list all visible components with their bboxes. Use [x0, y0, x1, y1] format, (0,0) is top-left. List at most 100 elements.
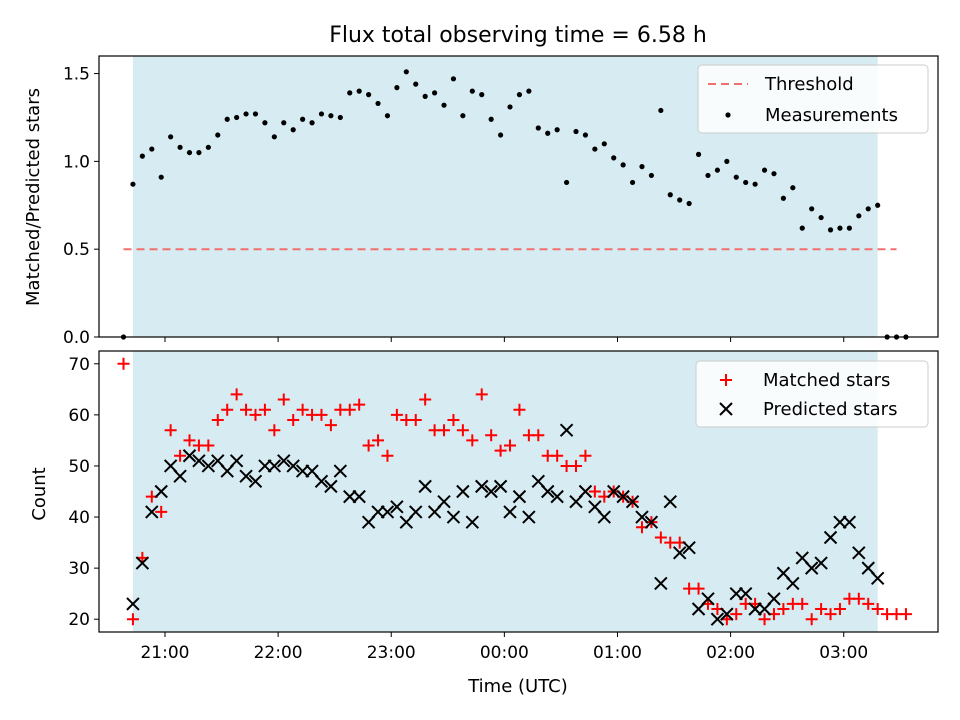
- matched-star-point: [164, 424, 177, 437]
- measurement-point: [168, 134, 174, 140]
- measurement-point: [328, 113, 334, 119]
- predicted-star-point: [324, 479, 338, 494]
- measurement-point: [507, 104, 513, 110]
- predicted-star-point: [597, 510, 611, 524]
- measurement-point: [658, 107, 664, 114]
- matched-star-point: [588, 485, 601, 498]
- matched-star-point: [796, 597, 809, 610]
- matched-star-point: [692, 582, 705, 595]
- predicted-star-point: [333, 464, 348, 478]
- measurement-point: [686, 200, 692, 207]
- measurement-point: [535, 125, 541, 131]
- predicted-star-point: [437, 495, 451, 509]
- measurement-point: [441, 102, 447, 108]
- predicted-star-point: [720, 607, 734, 621]
- predicted-star-point: [823, 530, 838, 545]
- measurement-point: [875, 202, 881, 208]
- measurement-point: [677, 197, 683, 203]
- measurement-point: [318, 111, 325, 117]
- measurement-point: [281, 120, 287, 126]
- measurement-point: [215, 132, 221, 138]
- matched-star-point: [532, 429, 545, 442]
- measurement-point: [234, 114, 240, 121]
- predicted-star-point: [852, 546, 866, 560]
- matched-star-point: [381, 449, 394, 462]
- measurement-point: [497, 132, 504, 138]
- measurement-point: [158, 174, 164, 180]
- figure-title: Flux total observing time = 6.58 h: [329, 23, 707, 48]
- predicted-star-point: [145, 505, 159, 519]
- matched-star-point: [343, 403, 356, 416]
- bottom-panel: 20 30 40 50 60 70 21:00 22:00 23:00 00:00 01:00 02…: [29, 350, 939, 697]
- predicted-star-point: [682, 540, 696, 555]
- predicted-star-point: [512, 489, 527, 504]
- matched-star-point: [805, 613, 818, 626]
- matched-star-point: [899, 608, 912, 621]
- measurement-point: [243, 111, 249, 117]
- predicted-star-point: [842, 515, 857, 529]
- predicted-star-point: [267, 459, 282, 473]
- top-axes-frame: [98, 55, 939, 338]
- predicted-star-point: [616, 489, 630, 504]
- measurement-point: [563, 179, 570, 186]
- predicted-star-point: [352, 489, 366, 504]
- matched-star-point: [456, 424, 469, 437]
- bottom-y-tick-label: 70: [68, 355, 90, 375]
- predicted-star-point: [475, 479, 489, 494]
- predicted-star-point: [229, 454, 244, 468]
- predicted-star-point: [154, 484, 168, 499]
- predicted-star-point: [456, 484, 470, 499]
- bottom-y-tick-label: 20: [68, 610, 90, 630]
- measurement-point: [394, 85, 400, 91]
- measurement-point: [601, 141, 607, 147]
- measurement-point: [469, 88, 475, 94]
- predicted-star-point: [672, 546, 687, 560]
- matched-legend-label: Matched stars: [763, 370, 890, 391]
- matched-star-point: [126, 613, 139, 626]
- predicted-star-point: [804, 561, 819, 575]
- measurement-point: [300, 116, 306, 122]
- measurement-point: [290, 127, 296, 133]
- measurement-point: [639, 164, 645, 170]
- matched-star-point: [438, 424, 451, 437]
- predicted-star-point: [578, 484, 593, 499]
- top-panel: 0.0 0.5 1.0 1.5 Matched/Predicted stars Thr…: [23, 55, 939, 348]
- measurement-point: [432, 90, 438, 96]
- predicted-star-point: [522, 510, 536, 524]
- measurement-point: [743, 179, 749, 186]
- predicted-legend-label: Predicted stars: [763, 399, 897, 420]
- measurement-point: [554, 127, 560, 133]
- matched-star-point: [324, 419, 337, 432]
- predicted-star-point: [409, 505, 423, 519]
- measurement-point: [733, 174, 739, 180]
- measurement-point: [799, 225, 805, 231]
- measurement-point: [620, 162, 626, 168]
- predicted-star-point: [559, 423, 574, 437]
- matched-star-point: [579, 449, 592, 462]
- predicted-star-point: [541, 484, 555, 499]
- predicted-star-point: [380, 505, 395, 519]
- x-tick-label: 22:00: [254, 643, 303, 663]
- matched-star-point: [240, 403, 253, 416]
- measurement-point: [724, 158, 730, 164]
- matched-star-point: [485, 429, 498, 442]
- matched-star-point: [372, 434, 385, 447]
- measurement-point: [366, 92, 372, 98]
- bottom-y-tick-label: 30: [68, 559, 90, 579]
- measurement-point: [629, 179, 636, 186]
- predicted-star-point: [738, 586, 753, 601]
- measurement-point: [827, 227, 834, 233]
- predicted-star-point: [503, 505, 517, 519]
- measurement-point: [460, 113, 466, 119]
- matched-star-point: [287, 413, 300, 426]
- predicted-star-point: [729, 586, 743, 601]
- measurement-point: [592, 146, 598, 152]
- measurement-point: [262, 120, 268, 126]
- measurement-point: [761, 167, 768, 173]
- predicted-star-point: [701, 592, 715, 606]
- matched-star-point: [494, 444, 507, 457]
- predicted-star-point: [550, 489, 564, 504]
- measurement-point: [667, 192, 673, 198]
- matched-star-point: [211, 413, 224, 426]
